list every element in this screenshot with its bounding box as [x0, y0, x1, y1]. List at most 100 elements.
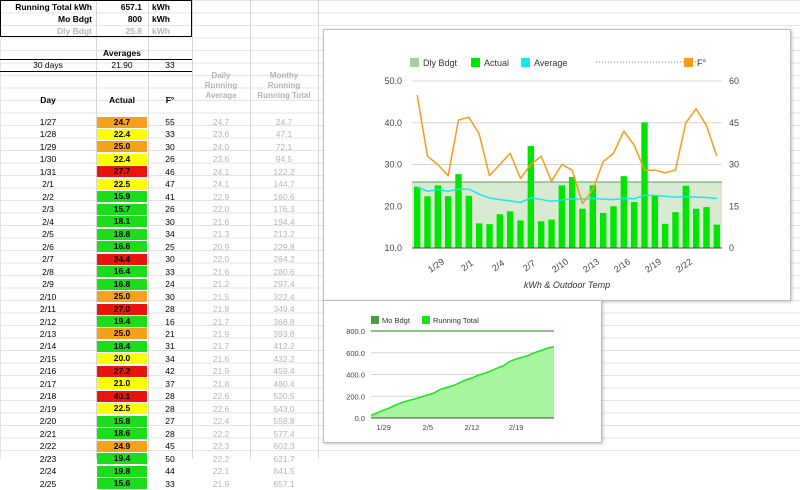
row-actual: 21.0 [97, 378, 147, 390]
summary-value: 800 [127, 14, 142, 24]
row-temp: 27 [165, 416, 175, 427]
bar-actual [692, 208, 700, 248]
row-day: 2/25 [39, 478, 57, 489]
row-actual: 40.1 [97, 390, 147, 402]
row-temp: 25 [165, 241, 175, 252]
row-daily-avg: 21.2 [212, 279, 230, 290]
row-daily-avg: 21.8 [212, 304, 230, 315]
header-line: Monthy [269, 71, 299, 80]
running-total-chart-svg: Mo Bdgt Running Total 0.0 200.0 400.0 600.0 80… [346, 316, 555, 432]
row-actual: 22.5 [97, 178, 147, 190]
divider [0, 71, 192, 72]
row-day: 1/29 [39, 141, 57, 152]
row-actual: 27.0 [97, 303, 147, 315]
row-temp: 55 [165, 117, 175, 127]
row-running-total: 393.8 [273, 328, 295, 339]
row-temp: 33 [165, 266, 175, 277]
header-day: Day [40, 95, 56, 105]
legend-label: Actual [484, 58, 509, 68]
row-running-total: 368.8 [273, 316, 295, 327]
row-running-total: 577.4 [273, 428, 295, 439]
row-daily-avg: 24.1 [212, 179, 230, 190]
row-temp: 30 [165, 141, 175, 152]
legend-swatch [410, 58, 419, 67]
row-running-total: 412.2 [273, 341, 295, 352]
row-running-total: 280.6 [273, 266, 295, 277]
summary-border [0, 0, 192, 37]
row-temp: 28 [165, 391, 175, 402]
row-day: 1/31 [39, 166, 57, 177]
row-actual: 15.9 [97, 191, 147, 203]
summary-unit: kWh [152, 26, 170, 36]
running-total-line [370, 345, 555, 417]
x-tick-label: 2/19 [509, 423, 524, 432]
row-daily-avg: 24.7 [212, 117, 230, 127]
x-tick-label: 2/12 [465, 423, 480, 432]
x-axis-label: kWh & Outdoor Temp [524, 280, 610, 290]
row-daily-avg: 24.0 [212, 141, 230, 152]
row-daily-avg: 21.9 [212, 328, 230, 339]
bar-actual [620, 176, 628, 248]
summary-label: Mo Bdgt [58, 14, 92, 24]
average-line [416, 185, 717, 204]
row-running-total: 657.1 [273, 478, 295, 489]
header-line: Average [205, 91, 237, 100]
bar-actual [661, 223, 669, 248]
running-total-chart[interactable]: Mo Bdgt Running Total 0.0 200.0 400.0 600.0 80… [323, 300, 602, 443]
row-daily-avg: 22.2 [212, 428, 230, 439]
row-temp: 30 [165, 291, 175, 302]
row-temp: 31 [165, 341, 175, 352]
x-tick-label: 1/29 [426, 256, 446, 274]
row-day: 2/16 [39, 366, 57, 377]
row-running-total: 229.8 [273, 241, 295, 252]
row-temp: 28 [165, 403, 175, 414]
row-day: 2/9 [42, 279, 54, 290]
row-running-total: 543.0 [273, 403, 295, 414]
row-temp: 30 [165, 254, 175, 265]
bar-actual [506, 211, 514, 248]
row-actual: 27.7 [97, 166, 147, 178]
row-temp: 33 [165, 478, 175, 489]
row-daily-avg: 21.5 [212, 291, 230, 302]
legend-label: Mo Bdgt [382, 316, 411, 325]
row-temp: 34 [165, 229, 175, 240]
row-actual: 19.8 [97, 465, 147, 477]
x-tick-label: 2/10 [550, 256, 570, 274]
row-actual: 24.7 [97, 116, 147, 128]
row-day: 2/7 [42, 254, 54, 265]
y-tick-label: 10.0 [384, 243, 402, 253]
bar-actual [610, 206, 617, 248]
row-running-total: 176.3 [273, 204, 295, 215]
row-day: 1/30 [39, 154, 57, 165]
row-actual: 27.2 [97, 365, 147, 377]
y-tick-label: 20.0 [384, 201, 402, 211]
row-daily-avg: 22.1 [212, 466, 230, 477]
row-actual: 34.4 [97, 253, 147, 265]
bar-actual [579, 208, 586, 248]
legend-swatch [684, 58, 693, 67]
row-actual: 16.8 [97, 278, 147, 290]
row-temp: 26 [165, 204, 175, 215]
row-actual: 15.7 [97, 203, 147, 215]
row-day: 2/1 [42, 179, 54, 190]
row-daily-avg: 21.6 [212, 216, 230, 227]
row-daily-avg: 21.8 [212, 378, 230, 389]
row-temp: 16 [165, 316, 175, 327]
bar-actual [713, 224, 721, 248]
row-actual: 15.6 [97, 478, 147, 490]
row-actual: 25.0 [97, 328, 147, 340]
row-running-total: 322.4 [273, 291, 295, 302]
row-day: 2/13 [39, 328, 57, 339]
row-running-total: 459.4 [273, 366, 295, 377]
row-running-total: 72.1 [275, 141, 293, 152]
kwh-temp-chart[interactable]: Dly Bdgt Actual Average F° 10.0 20.0 30.0 40.0 5… [323, 29, 791, 301]
y-tick-label: 40.0 [384, 118, 402, 128]
row-daily-avg: 22.9 [212, 191, 230, 202]
y-tick-label: 400.0 [346, 371, 365, 380]
y2-tick-label: 0 [729, 243, 734, 253]
row-temp: 41 [165, 191, 175, 202]
x-tick-label: 2/16 [612, 256, 632, 274]
row-day: 2/11 [40, 304, 56, 315]
row-day: 2/15 [39, 353, 57, 364]
legend-swatch [371, 316, 379, 324]
